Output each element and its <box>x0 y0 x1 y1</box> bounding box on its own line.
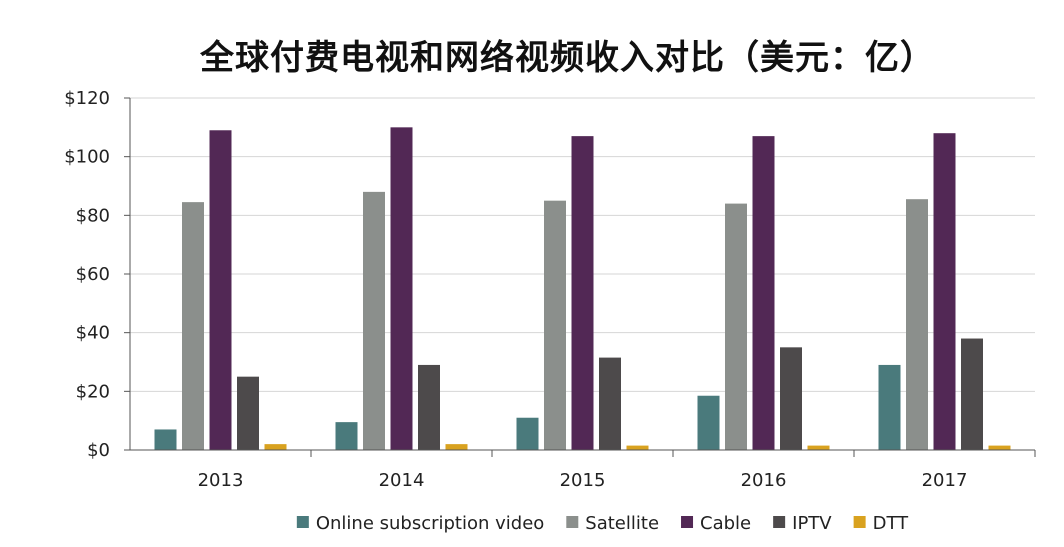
bar-satellite-2017 <box>906 199 928 450</box>
legend: Online subscription video Satellite Cable I… <box>296 513 910 534</box>
legend-label-online-subscription-video: Online subscription video <box>316 513 544 534</box>
bar-online-subscription-video-2016 <box>697 395 720 450</box>
bar-cable-2016 <box>752 136 775 450</box>
bar-dtt-2016 <box>807 445 830 450</box>
bar-online-subscription-video-2014 <box>335 422 358 450</box>
x-tick-label: 2013 <box>198 470 244 491</box>
bar-online-subscription-video-2017 <box>878 364 901 450</box>
bar-iptv-2016 <box>780 347 802 450</box>
bar-satellite-2014 <box>363 191 385 450</box>
bar-satellite-2016 <box>725 203 747 450</box>
bar-iptv-2014 <box>418 364 440 450</box>
bar-iptv-2015 <box>599 357 621 450</box>
legend-label-satellite: Satellite <box>585 513 659 534</box>
bar-dtt-2017 <box>988 445 1011 450</box>
y-tick-label: $0 <box>87 440 110 461</box>
y-tick-label: $80 <box>76 205 110 226</box>
legend-swatch-cable <box>681 516 694 528</box>
bar-satellite-2013 <box>182 202 204 450</box>
bar-cable-2013 <box>209 130 232 450</box>
bar-dtt-2015 <box>626 445 649 450</box>
y-tick-label: $100 <box>64 147 110 168</box>
bar-dtt-2014 <box>445 444 468 450</box>
legend-label-cable: Cable <box>700 513 751 534</box>
legend-swatch-dtt <box>853 516 866 528</box>
x-tick-label: 2014 <box>379 470 425 491</box>
axes: $0 $20 $40 $60 $80 $100 $120 2013 2014 2015 2016 20… <box>64 88 1036 491</box>
legend-swatch-online-subscription-video <box>296 516 309 528</box>
bar-satellite-2015 <box>544 200 566 450</box>
bars <box>154 127 1011 450</box>
y-tick-label: $40 <box>76 323 110 344</box>
bar-iptv-2013 <box>237 376 259 450</box>
bar-dtt-2013 <box>264 444 287 450</box>
legend-swatch-satellite <box>566 516 579 528</box>
y-tick-label: $120 <box>64 88 110 109</box>
bar-cable-2015 <box>571 136 594 450</box>
x-tick-label: 2015 <box>560 470 606 491</box>
x-tick-label: 2016 <box>741 470 787 491</box>
bar-cable-2014 <box>390 127 413 450</box>
bar-cable-2017 <box>933 133 956 450</box>
chart-title: 全球付费电视和网络视频收入对比（美元：亿） <box>200 38 935 78</box>
y-tick-label: $60 <box>76 264 110 285</box>
bar-iptv-2017 <box>961 338 983 450</box>
bar-online-subscription-video-2015 <box>516 417 539 450</box>
legend-label-dtt: DTT <box>873 513 910 534</box>
legend-swatch-iptv <box>773 516 786 528</box>
y-tick-label: $20 <box>76 381 110 402</box>
bar-online-subscription-video-2013 <box>154 429 177 450</box>
legend-label-iptv: IPTV <box>792 513 832 534</box>
x-tick-label: 2017 <box>922 470 968 491</box>
